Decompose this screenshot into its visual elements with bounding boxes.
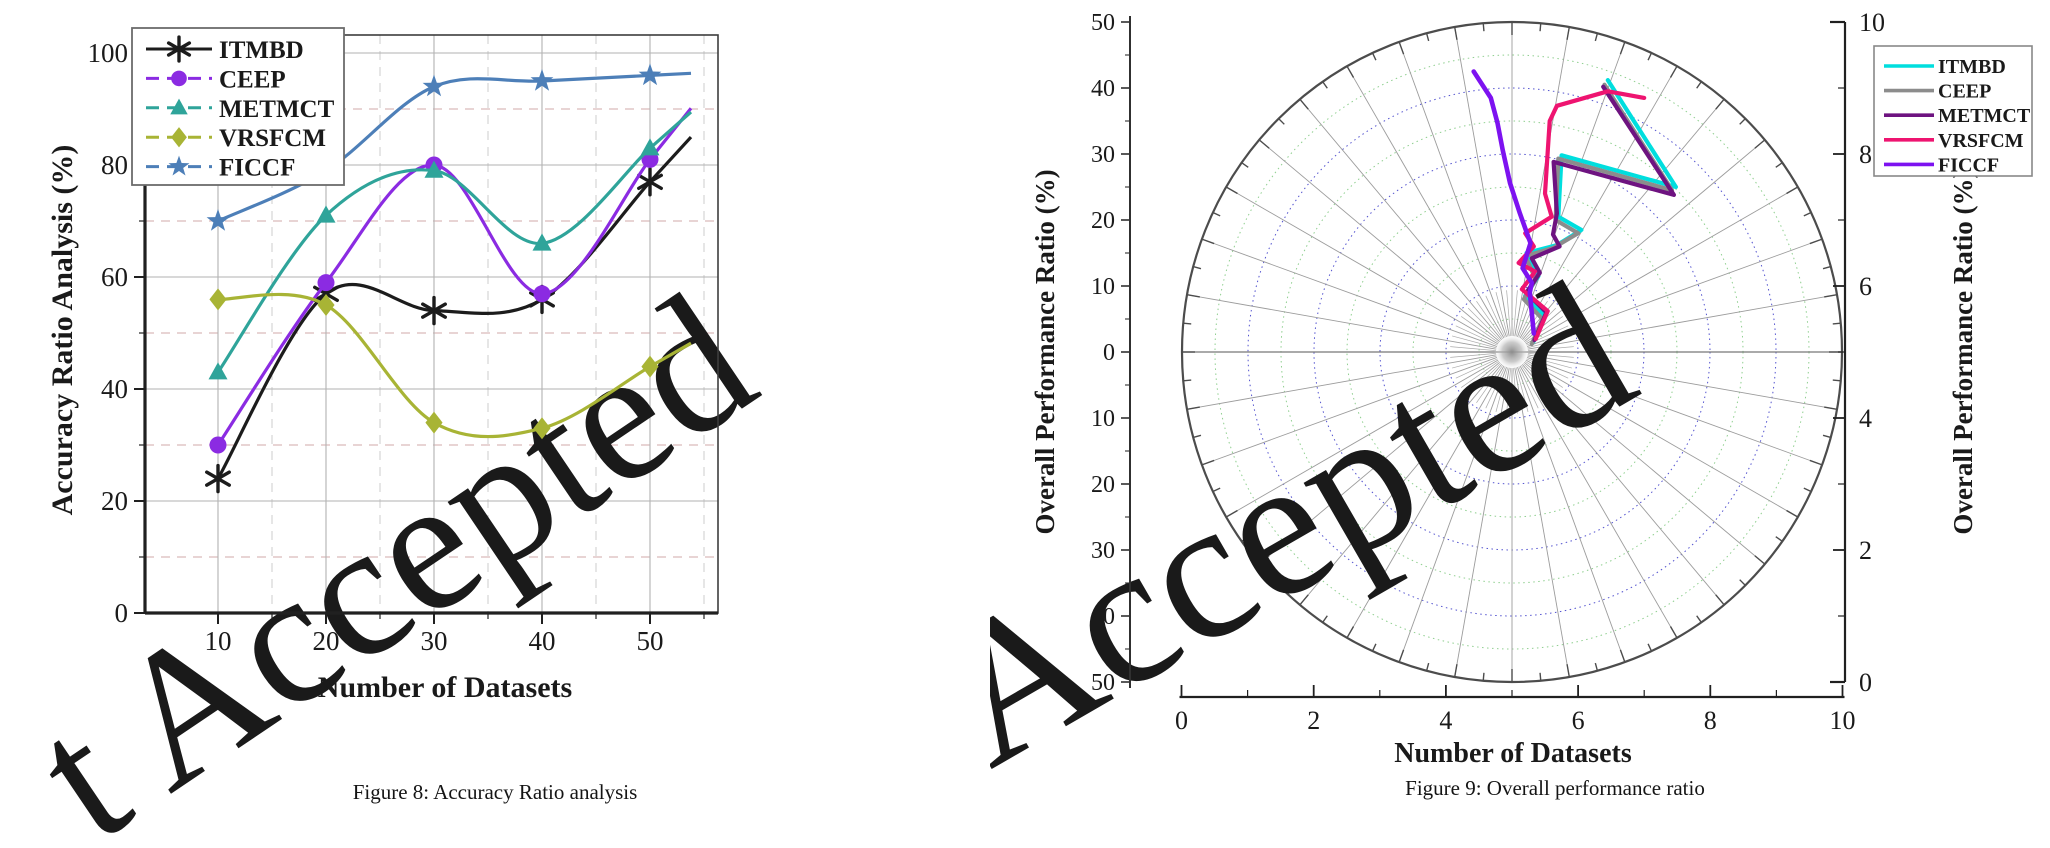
fig8-legend-label-CEEP: CEEP (219, 66, 286, 93)
fig9-left-tick-label: 50 (1091, 670, 1115, 696)
fig9-left-tick-label: 50 (1091, 10, 1115, 36)
fig9-left-tick-label: 10 (1091, 274, 1115, 300)
marker-circle (533, 285, 551, 303)
fig9-left-tick-label: 30 (1091, 538, 1115, 564)
fig9-left-tick-label: 20 (1091, 208, 1115, 234)
fig9-series (1471, 69, 1679, 347)
fig9-line-FICCF (1471, 69, 1537, 336)
fig8-x-tick-label: 50 (637, 626, 664, 656)
fig8-watermark-layer: t Accepted (1, 254, 788, 848)
fig8-legend-label-FICCF: FICCF (219, 155, 295, 182)
marker-asterisk (166, 41, 192, 57)
fig9-x-tick-label: 2 (1307, 706, 1320, 735)
marker-triangle (170, 98, 188, 115)
figure-9-caption: Figure 9: Overall performance ratio (990, 776, 2050, 801)
fig9-left-tick-label: 0 (1103, 340, 1115, 366)
marker-diamond (641, 355, 659, 378)
fig9-left-tick-label: 20 (1091, 472, 1115, 498)
fig9-legend-label-ITMBD: ITMBD (1938, 56, 2006, 78)
fig8-legend-label-VRSFCM: VRSFCM (219, 125, 326, 152)
fig8-x-axis-label: Number of Datasets (318, 671, 572, 704)
figure-8: t Accepted 10 20 30 40 50 0 20 40 60 80 100 Number o… (0, 0, 990, 848)
figure-9-caption-text: Figure 9: Overall performance ratio (1405, 776, 1705, 800)
fig8-x-tick-label: 10 (205, 626, 232, 656)
fig8-legend-label-ITMBD: ITMBD (219, 37, 304, 64)
figure-8-caption: Figure 8: Accuracy Ratio analysis (0, 780, 990, 805)
fig8-series (205, 63, 693, 494)
fig9-right-axis-label: Overall Performance Ratio (%) (1948, 169, 1978, 534)
marker-diamond (209, 288, 227, 311)
marker-star (206, 209, 230, 231)
marker-diamond (171, 127, 187, 148)
marker-diamond (425, 411, 443, 434)
fig9-right-tick-label: 0 (1859, 668, 1872, 697)
fig8-y-tick-label: 40 (101, 374, 128, 404)
marker-asterisk (205, 470, 231, 487)
fig9-left-tick-label: 30 (1091, 142, 1115, 168)
watermark-left: t Accepted (1, 254, 788, 848)
fig8-x-tick-label: 20 (313, 626, 340, 656)
fig9-right-tick-label: 4 (1859, 404, 1872, 433)
marker-triangle (208, 362, 228, 380)
marker-triangle (640, 138, 660, 156)
fig9-x-tick-label: 10 (1830, 706, 1856, 735)
fig9-x-tick-label: 6 (1572, 706, 1585, 735)
marker-triangle (532, 233, 552, 251)
fig8-y-axis-label: Accuracy Ratio Analysis (%) (46, 145, 79, 516)
marker-circle (317, 274, 335, 292)
marker-asterisk (313, 285, 339, 302)
fig9-legend-label-VRSFCM: VRSFCM (1938, 130, 2024, 152)
fig9-center-dot (1494, 334, 1530, 370)
marker-circle (209, 436, 227, 454)
fig9-right-tick-label: 8 (1859, 140, 1872, 169)
marker-star (422, 74, 446, 97)
marker-star (530, 69, 554, 91)
fig8-x-tick-label: 30 (421, 626, 448, 656)
fig9-legend-label-CEEP: CEEP (1938, 81, 1991, 103)
fig9-x-tick-label: 8 (1704, 706, 1717, 735)
fig8-y-tick-label: 100 (88, 38, 129, 68)
marker-star (168, 155, 190, 176)
marker-triangle (424, 160, 444, 178)
figure-9: Accepted 50 40 30 20 10 0 10 20 30 40 50 Overall Per… (990, 0, 2050, 848)
fig8-legend-label-METMCT: METMCT (219, 96, 335, 123)
fig9-right-tick-label: 6 (1859, 272, 1872, 301)
fig9-right-tick-label: 2 (1859, 536, 1872, 565)
fig9-left-axis-label: Overall Performance Ratio (%) (1030, 169, 1060, 534)
fig8-y-tick-label: 80 (101, 150, 128, 180)
fig9-legend-label-METMCT: METMCT (1938, 105, 2031, 127)
fig9-x-tick-label: 0 (1175, 706, 1188, 735)
marker-triangle (316, 205, 336, 223)
fig9-x-axis-label: Number of Datasets (1394, 738, 1632, 769)
fig9-left-tick-label: 10 (1091, 406, 1115, 432)
marker-diamond (533, 417, 551, 440)
fig8-y-tick-label: 0 (115, 598, 129, 628)
figure-8-caption-text: Figure 8: Accuracy Ratio analysis (352, 780, 638, 804)
fig9-left-tick-label: 40 (1091, 76, 1115, 102)
marker-circle (171, 70, 187, 87)
fig9-right-tick-label: 10 (1859, 8, 1885, 37)
fig8-y-tick-label: 20 (101, 486, 128, 516)
marker-asterisk (421, 302, 447, 319)
fig9-legend-label-FICCF: FICCF (1938, 154, 1999, 176)
fig9-watermark-layer: Accepted (990, 239, 1666, 808)
marker-asterisk (637, 173, 663, 191)
marker-diamond (317, 294, 335, 316)
fig8-y-tick-label: 60 (101, 262, 128, 292)
fig9-left-tick-label: 40 (1091, 604, 1115, 630)
watermark-right: Accepted (990, 239, 1666, 808)
fig9-x-tick-label: 4 (1439, 706, 1452, 735)
marker-star (638, 63, 662, 86)
fig8-x-tick-label: 40 (529, 626, 556, 656)
fig9-polar-grid (1180, 20, 1844, 684)
